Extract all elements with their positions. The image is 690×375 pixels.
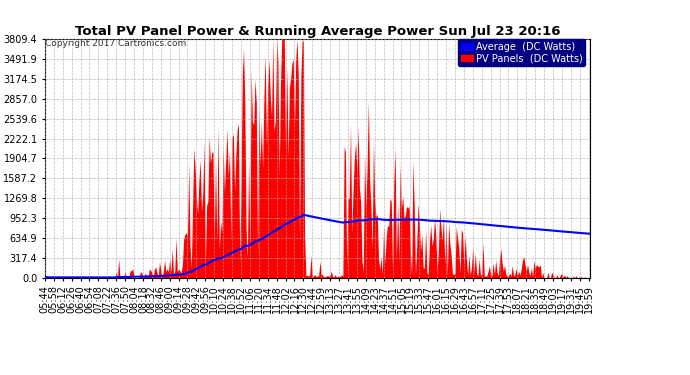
Text: Copyright 2017 Cartronics.com: Copyright 2017 Cartronics.com [45,39,186,48]
Title: Total PV Panel Power & Running Average Power Sun Jul 23 20:16: Total PV Panel Power & Running Average P… [75,25,560,38]
Legend: Average  (DC Watts), PV Panels  (DC Watts): Average (DC Watts), PV Panels (DC Watts) [458,39,585,66]
